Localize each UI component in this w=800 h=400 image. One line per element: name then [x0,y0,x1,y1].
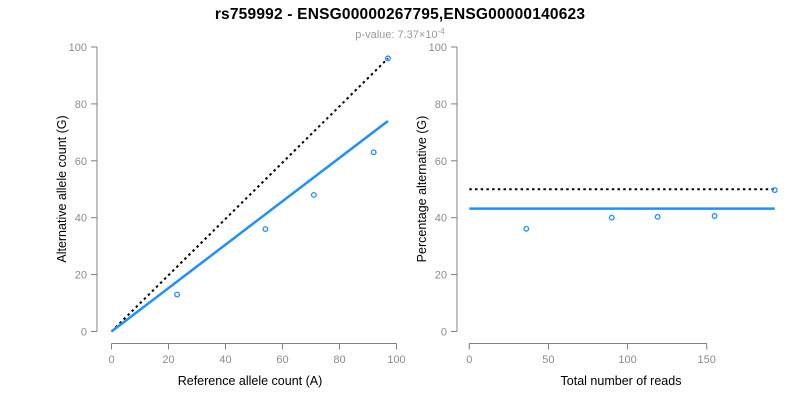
data-point [523,225,530,232]
data-point [654,213,661,220]
x-tick-label: 0 [108,354,114,366]
data-point [262,226,269,233]
y-tick-label: 40 [435,213,447,225]
x-tick-label: 60 [276,354,288,366]
identity-line [110,57,389,333]
fit-line [110,119,389,333]
y-tick-label: 100 [429,42,447,54]
y-tick-label: 100 [69,42,87,54]
data-point [771,187,778,194]
percentage-alternative-plot: 0 20 40 60 80 100 0 50 100 150 Total number of rea… [415,42,778,388]
pvalue-text: p-value: 7.37×10 [355,29,438,41]
data-point [174,291,180,298]
data-point [370,149,377,156]
data-point [711,213,718,219]
y-tick-label: 80 [435,99,447,111]
y-axis-title: Percentage alternative (G) [415,116,429,263]
y-tick-label: 20 [435,270,447,282]
x-tick-label: 80 [333,354,345,366]
allele-counts-plot: 0 20 40 60 80 100 0 20 40 60 80 100 Reference allele… [55,42,406,388]
x-tick-label: 40 [219,354,231,366]
data-point [608,214,615,221]
x-axis-title: Reference allele count (A) [178,374,323,388]
x-tick-label: 100 [387,354,405,366]
page-title: rs759992 - ENSG00000267795,ENSG000001406… [214,6,586,23]
x-tick-label: 0 [466,354,472,366]
y-tick-label: 0 [441,327,447,339]
y-axis-title: Alternative allele count (G) [55,115,69,262]
y-tick-label: 60 [435,156,447,168]
x-tick-label: 150 [698,354,716,366]
x-tick-label: 100 [618,354,636,366]
data-point [310,191,317,198]
data-point [385,55,391,62]
y-tick-label: 80 [75,99,87,111]
pvalue-subtitle: p-value: 7.37×10-4 [0,27,800,41]
y-tick-label: 0 [81,327,87,339]
y-tick-label: 20 [75,270,87,282]
x-tick-label: 50 [542,354,554,366]
y-tick-label: 40 [75,213,87,225]
x-tick-label: 20 [162,354,174,366]
x-axis-title: Total number of reads [561,374,682,388]
pvalue-exponent: -4 [437,27,445,36]
y-tick-label: 60 [75,156,87,168]
